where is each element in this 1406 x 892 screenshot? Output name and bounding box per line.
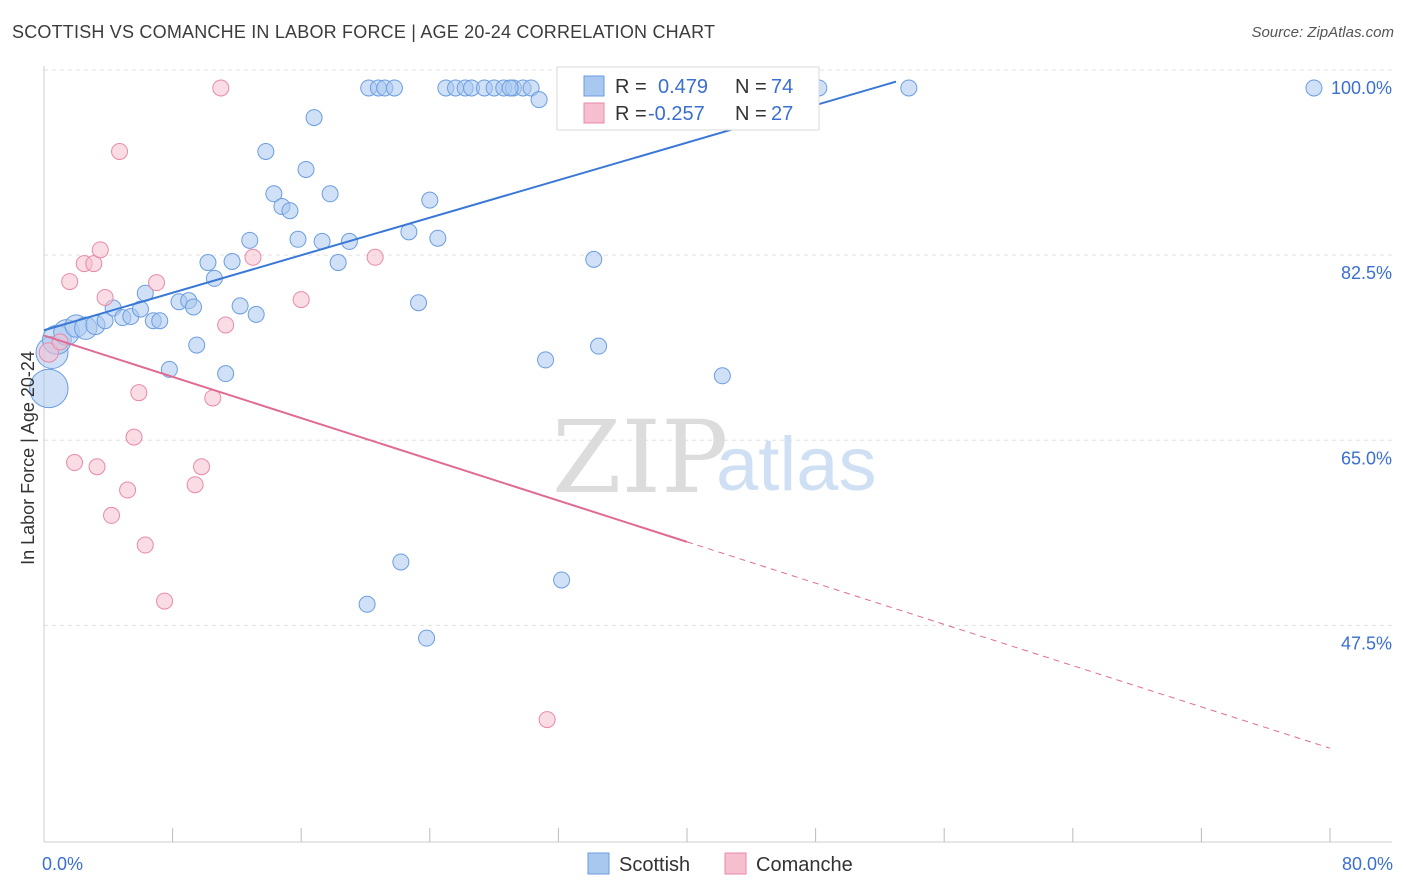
comanche-trend-line xyxy=(43,334,688,543)
legend-swatch-comanche xyxy=(583,102,605,124)
comanche-point xyxy=(103,506,121,524)
comanche-point xyxy=(85,255,103,273)
legend-r-value: 0.479 xyxy=(658,76,708,98)
scottish-point xyxy=(265,185,283,203)
scottish-point xyxy=(247,305,265,323)
legend-swatch-scottish xyxy=(583,75,605,97)
watermark: ZIP atlas xyxy=(552,399,877,516)
scottish-point xyxy=(188,336,206,354)
series-legend-label-comanche: Comanche xyxy=(756,854,853,876)
grid-lines xyxy=(44,69,1392,626)
y-tick-label: 100.0% xyxy=(1331,78,1392,98)
comanche-point xyxy=(130,384,148,402)
scottish-point xyxy=(151,312,169,330)
scottish-point xyxy=(231,297,249,315)
comanche-point xyxy=(244,248,262,266)
comanche-point xyxy=(38,342,59,363)
comanche-point xyxy=(366,248,384,266)
scottish-point xyxy=(429,229,447,247)
series-legend-swatch-scottish xyxy=(587,852,610,875)
comanche-point xyxy=(186,476,204,494)
scottish-point xyxy=(297,160,315,178)
scottish-point xyxy=(900,79,918,97)
chart-title: SCOTTISH VS COMANCHE IN LABOR FORCE | AG… xyxy=(12,22,716,42)
scottish-point xyxy=(257,142,275,160)
comanche-point xyxy=(88,458,106,476)
comanche-point xyxy=(111,142,129,160)
scottish-point xyxy=(501,79,519,97)
comanche-point xyxy=(66,454,84,472)
legend-n-value: 74 xyxy=(771,76,793,98)
comanche-point xyxy=(217,316,235,334)
scottish-point xyxy=(553,571,571,589)
comanche-point xyxy=(538,711,556,729)
scottish-point xyxy=(184,298,202,316)
series-legend: Scottish Comanche xyxy=(587,852,853,876)
scottish-point xyxy=(713,367,731,385)
y-axis-label: In Labor Force | Age 20-24 xyxy=(18,351,38,565)
comanche-point xyxy=(148,274,166,292)
scottish-point xyxy=(585,250,603,268)
stats-legend: R = 0.479 N = 74 R = -0.257 N = 27 xyxy=(556,66,820,131)
axes xyxy=(43,66,1392,843)
x-tick-labels: 0.0% 80.0% xyxy=(42,854,1393,874)
comanche-trend-extension xyxy=(686,541,1331,749)
comanche-point xyxy=(96,288,114,306)
scottish-point xyxy=(321,185,339,203)
scottish-point xyxy=(217,365,235,383)
comanche-point xyxy=(212,79,230,97)
series-legend-swatch-comanche xyxy=(724,852,747,875)
scottish-point xyxy=(199,254,217,272)
comanche-point xyxy=(136,536,154,554)
legend-n-value: 27 xyxy=(771,103,793,125)
scottish-point xyxy=(305,109,323,127)
scottish-point xyxy=(1305,79,1323,97)
scottish-point xyxy=(358,595,376,613)
y-tick-label: 47.5% xyxy=(1341,633,1392,653)
scottish-point xyxy=(522,79,540,97)
scottish-point xyxy=(289,230,307,248)
comanche-point xyxy=(61,273,79,291)
source-label: Source: ZipAtlas.com xyxy=(1251,24,1394,41)
comanche-point xyxy=(125,428,143,446)
scottish-point xyxy=(410,294,428,312)
scottish-point xyxy=(590,337,608,355)
legend-n-label: N = xyxy=(735,103,767,125)
watermark-atlas: atlas xyxy=(716,422,877,507)
comanche-point xyxy=(193,458,211,476)
x-tick-label: 0.0% xyxy=(42,854,83,874)
y-tick-label: 65.0% xyxy=(1341,448,1392,468)
scottish-point xyxy=(385,79,403,97)
scottish-point xyxy=(392,553,410,571)
scottish-point xyxy=(223,252,241,270)
series-legend-label-scottish: Scottish xyxy=(619,854,690,876)
comanche-point xyxy=(51,333,69,351)
scottish-point xyxy=(537,351,555,369)
scottish-point xyxy=(421,191,439,209)
y-tick-labels: 100.0% 82.5% 65.0% 47.5% xyxy=(1331,78,1392,653)
legend-r-value: -0.257 xyxy=(648,103,705,125)
comanche-point xyxy=(91,241,109,259)
legend-n-label: N = xyxy=(735,76,767,98)
legend-r-label: R = xyxy=(615,103,647,125)
comanche-point xyxy=(156,592,174,610)
scottish-point xyxy=(160,360,178,378)
legend-r-label: R = xyxy=(615,76,647,98)
scottish-point xyxy=(281,202,299,220)
y-tick-label: 82.5% xyxy=(1341,263,1392,283)
scottish-point xyxy=(241,231,259,249)
x-tick-label: 80.0% xyxy=(1342,854,1393,874)
scottish-point xyxy=(329,254,347,272)
scottish-point xyxy=(418,629,436,647)
comanche-point xyxy=(292,291,310,309)
scottish-point xyxy=(29,368,69,409)
scottish-point xyxy=(530,91,548,109)
watermark-zip: ZIP xyxy=(552,399,728,516)
comanche-point xyxy=(119,481,137,499)
